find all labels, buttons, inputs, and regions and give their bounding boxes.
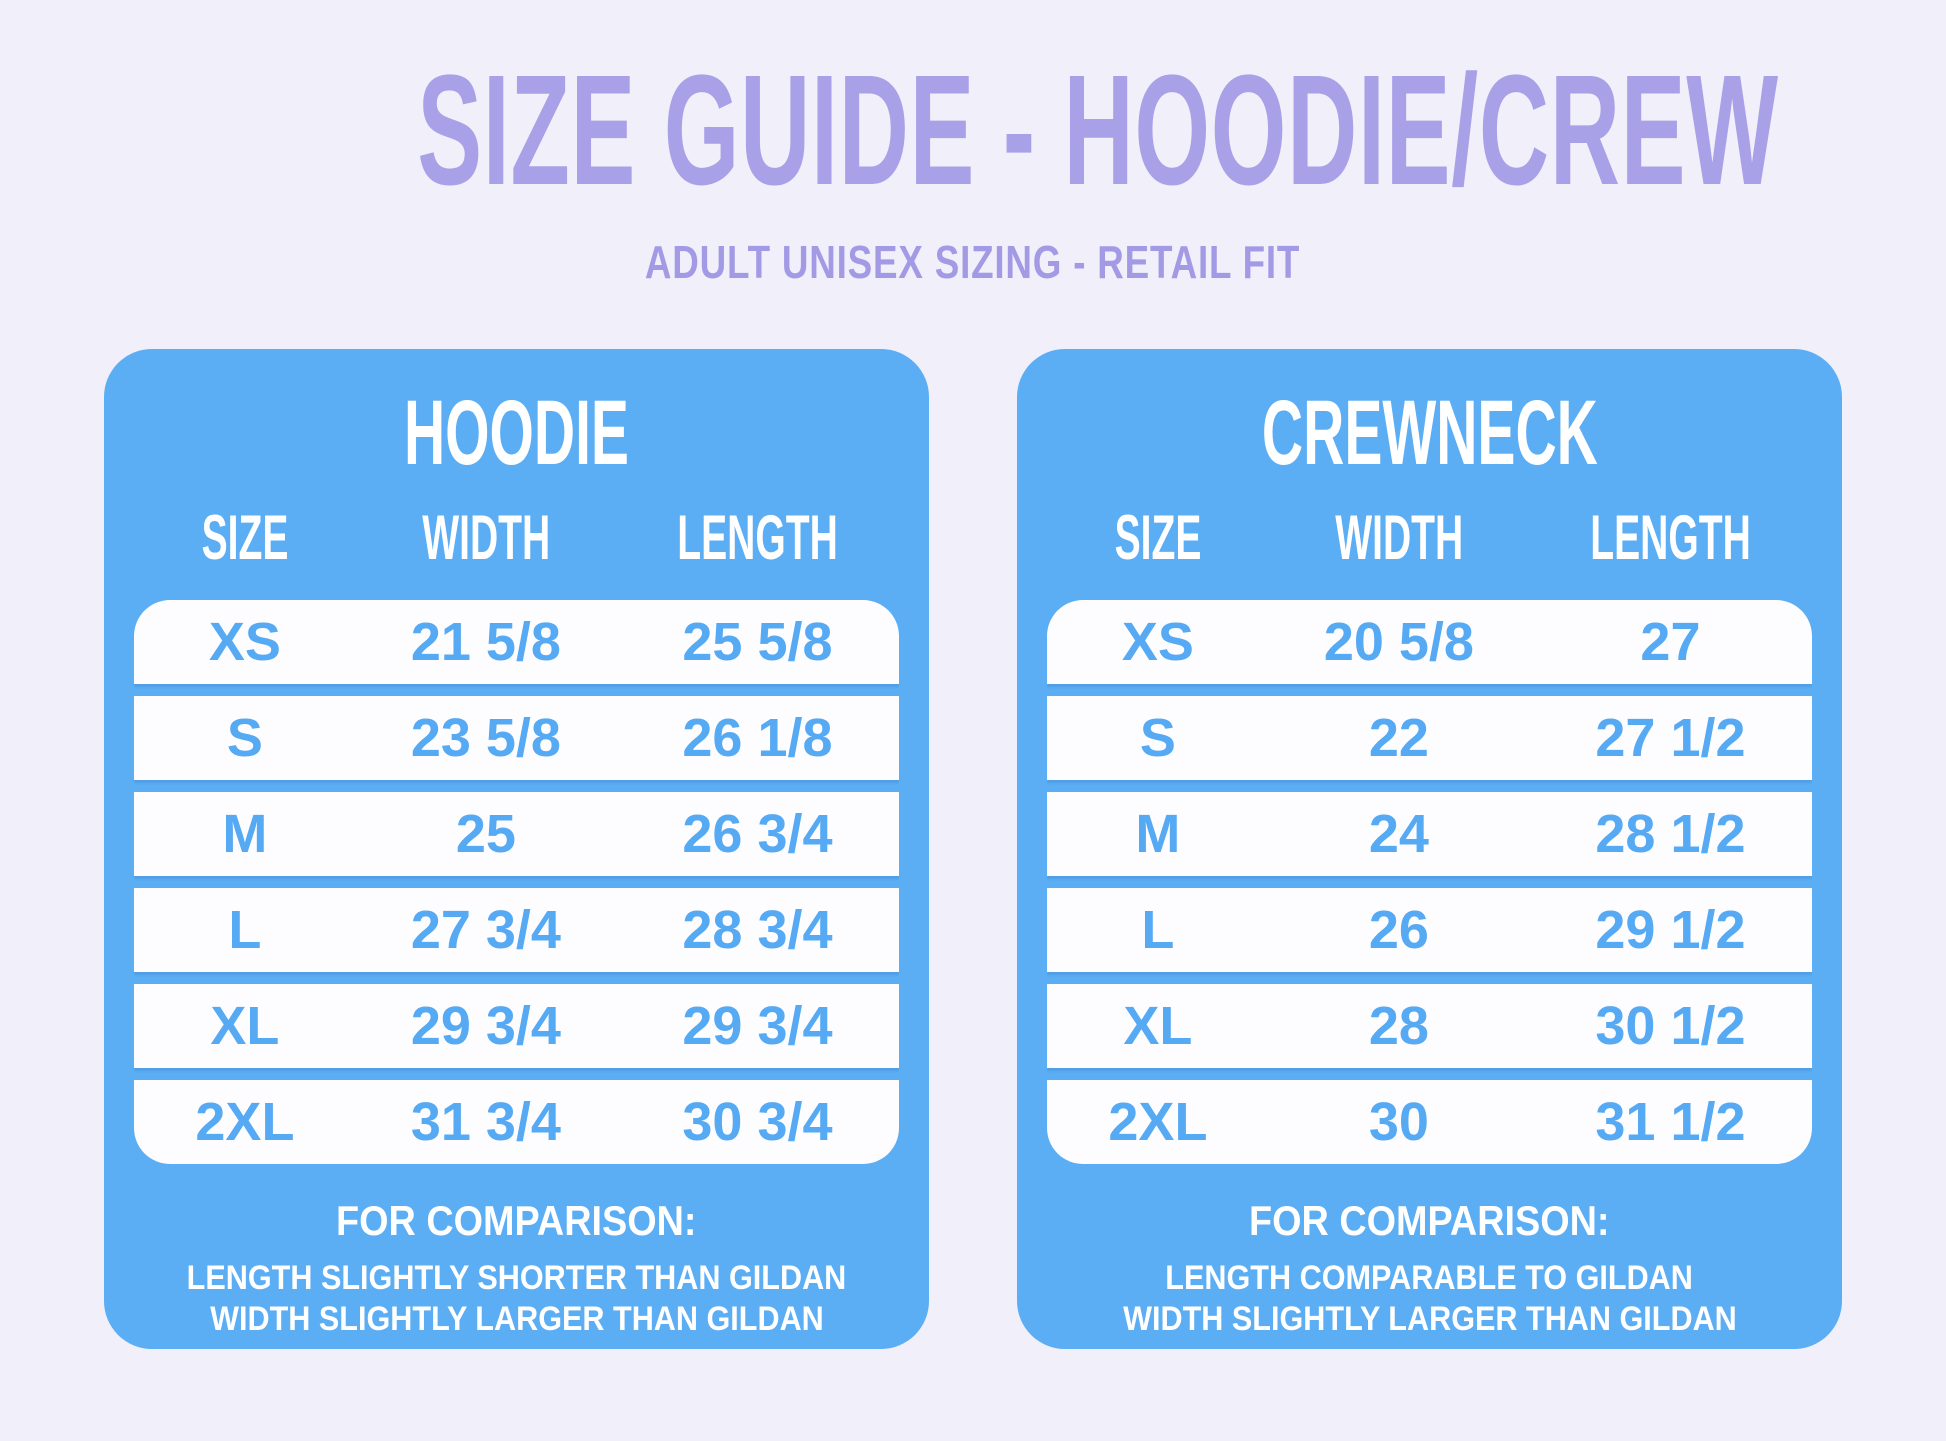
- page-subtitle: ADULT UNISEX SIZING - RETAIL FIT: [0, 239, 1946, 285]
- cell-length: 29 3/4: [682, 996, 833, 1056]
- cell-length: 26 1/8: [682, 708, 833, 768]
- cell-width: 30: [1368, 1092, 1429, 1152]
- cell-length: 25 5/8: [682, 612, 833, 672]
- column-headers: SIZE WIDTH LENGTH: [134, 507, 899, 570]
- cell-length: 27: [1640, 612, 1701, 672]
- comparison-line-text: LENGTH COMPARABLE TO GILDAN: [1165, 1259, 1694, 1297]
- page-subtitle-text: ADULT UNISEX SIZING - RETAIL FIT: [645, 236, 1301, 288]
- cell-width: 20 5/8: [1323, 612, 1474, 672]
- comparison-heading-text: FOR COMPARISON:: [1249, 1197, 1610, 1244]
- comparison-section: FOR COMPARISON: LENGTH SLIGHTLY SHORTER …: [104, 1200, 929, 1341]
- cell-length: 30 1/2: [1595, 996, 1746, 1056]
- table-row: XL 28 30 1/2: [1047, 984, 1812, 1068]
- comparison-heading: FOR COMPARISON:: [1017, 1200, 1842, 1242]
- cell-length: 26 3/4: [682, 804, 833, 864]
- size-table: XS 20 5/8 27 S 22 27 1/2 M 24 28 1/2 L 2…: [1047, 600, 1812, 1164]
- cell-width: 31 3/4: [410, 1092, 561, 1152]
- cell-size: XL: [1123, 996, 1193, 1056]
- comparison-line-text: WIDTH SLIGHTLY LARGER THAN GILDAN: [209, 1300, 824, 1339]
- cell-size: 2XL: [195, 1092, 295, 1152]
- cell-size: L: [228, 900, 262, 960]
- cell-width: 25: [455, 804, 516, 864]
- cell-length: 28 1/2: [1595, 804, 1746, 864]
- comparison-line-text: LENGTH SLIGHTLY SHORTER THAN GILDAN: [186, 1259, 847, 1297]
- comparison-line: WIDTH SLIGHTLY LARGER THAN GILDAN: [104, 1299, 929, 1340]
- column-header-size: SIZE: [201, 503, 289, 573]
- table-row: XS 21 5/8 25 5/8: [134, 600, 899, 684]
- column-header-width: WIDTH: [1334, 503, 1463, 573]
- column-header-length: LENGTH: [1590, 503, 1751, 573]
- size-card-hoodie: HOODIE SIZE WIDTH LENGTH XS 21 5/8 25 5/…: [104, 349, 929, 1349]
- cell-size: XL: [210, 996, 280, 1056]
- cell-width: 26: [1368, 900, 1429, 960]
- size-table: XS 21 5/8 25 5/8 S 23 5/8 26 1/8 M 25 26…: [134, 600, 899, 1164]
- comparison-line: LENGTH SLIGHTLY SHORTER THAN GILDAN: [104, 1258, 929, 1299]
- comparison-line-text: WIDTH SLIGHTLY LARGER THAN GILDAN: [1122, 1300, 1737, 1339]
- cell-length: 29 1/2: [1595, 900, 1746, 960]
- table-row: 2XL 31 3/4 30 3/4: [134, 1080, 899, 1164]
- table-row: L 26 29 1/2: [1047, 888, 1812, 972]
- comparison-section: FOR COMPARISON: LENGTH COMPARABLE TO GIL…: [1017, 1200, 1842, 1341]
- cell-width: 22: [1368, 708, 1429, 768]
- card-title: HOODIE: [104, 387, 929, 479]
- comparison-lines: LENGTH SLIGHTLY SHORTER THAN GILDAN WIDTH…: [104, 1258, 929, 1341]
- card-title: CREWNECK: [1017, 387, 1842, 479]
- table-row: M 24 28 1/2: [1047, 792, 1812, 876]
- cell-width: 23 5/8: [410, 708, 561, 768]
- size-card-crewneck: CREWNECK SIZE WIDTH LENGTH XS 20 5/8 27 …: [1017, 349, 1842, 1349]
- table-row: S 23 5/8 26 1/8: [134, 696, 899, 780]
- cell-length: 30 3/4: [682, 1092, 833, 1152]
- table-row: M 25 26 3/4: [134, 792, 899, 876]
- cell-width: 27 3/4: [410, 900, 561, 960]
- cards-container: HOODIE SIZE WIDTH LENGTH XS 21 5/8 25 5/…: [0, 349, 1946, 1349]
- card-title-text: CREWNECK: [1261, 382, 1598, 484]
- cell-size: 2XL: [1108, 1092, 1208, 1152]
- column-header-width: WIDTH: [421, 503, 550, 573]
- comparison-heading: FOR COMPARISON:: [104, 1200, 929, 1242]
- comparison-lines: LENGTH COMPARABLE TO GILDAN WIDTH SLIGHTL…: [1017, 1258, 1842, 1341]
- cell-size: S: [1139, 708, 1176, 768]
- cell-size: M: [222, 804, 268, 864]
- comparison-line: WIDTH SLIGHTLY LARGER THAN GILDAN: [1017, 1299, 1842, 1340]
- cell-width: 21 5/8: [410, 612, 561, 672]
- cell-size: M: [1135, 804, 1181, 864]
- page-title-text: SIZE GUIDE - HOODIE/CREW: [417, 43, 1779, 218]
- column-headers: SIZE WIDTH LENGTH: [1047, 507, 1812, 570]
- card-title-text: HOODIE: [403, 382, 630, 484]
- column-header-size: SIZE: [1114, 503, 1202, 573]
- cell-length: 27 1/2: [1595, 708, 1746, 768]
- column-header-length: LENGTH: [677, 503, 838, 573]
- cell-width: 29 3/4: [410, 996, 561, 1056]
- table-row: XL 29 3/4 29 3/4: [134, 984, 899, 1068]
- cell-size: XS: [208, 612, 281, 672]
- cell-size: S: [226, 708, 263, 768]
- table-row: S 22 27 1/2: [1047, 696, 1812, 780]
- page-title: SIZE GUIDE - HOODIE/CREW: [0, 0, 1946, 209]
- table-row: L 27 3/4 28 3/4: [134, 888, 899, 972]
- cell-size: L: [1141, 900, 1175, 960]
- comparison-line: LENGTH COMPARABLE TO GILDAN: [1017, 1258, 1842, 1299]
- table-row: XS 20 5/8 27: [1047, 600, 1812, 684]
- comparison-heading-text: FOR COMPARISON:: [336, 1197, 697, 1244]
- cell-length: 31 1/2: [1595, 1092, 1746, 1152]
- cell-width: 24: [1368, 804, 1429, 864]
- cell-size: XS: [1121, 612, 1194, 672]
- cell-width: 28: [1368, 996, 1429, 1056]
- table-row: 2XL 30 31 1/2: [1047, 1080, 1812, 1164]
- cell-length: 28 3/4: [682, 900, 833, 960]
